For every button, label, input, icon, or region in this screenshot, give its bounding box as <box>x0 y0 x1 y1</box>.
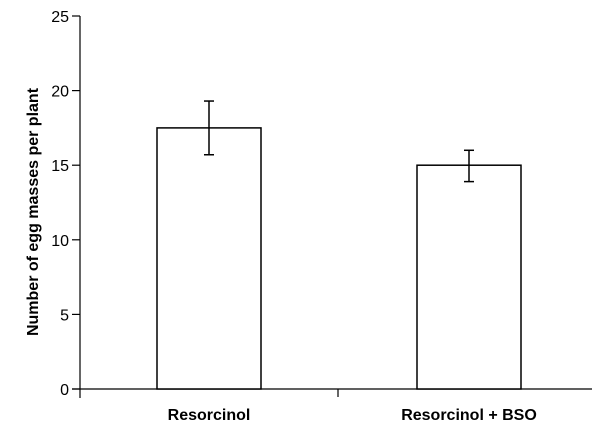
x-category-label: Resorcinol <box>168 407 251 424</box>
error-bars <box>204 100 474 183</box>
bar <box>416 164 522 390</box>
y-tick-label: 15 <box>51 158 69 175</box>
x-category-label: Resorcinol + BSO <box>401 407 537 424</box>
y-ticks: 0 5 10 15 20 25 <box>51 9 80 399</box>
y-tick-label: 5 <box>60 307 69 324</box>
bar <box>156 127 262 390</box>
y-tick-label: 0 <box>60 382 69 399</box>
y-tick-label: 10 <box>51 233 69 250</box>
y-axis-title: Number of egg masses per plant <box>25 87 42 336</box>
y-tick-label: 25 <box>51 9 69 26</box>
y-tick-label: 20 <box>51 84 69 101</box>
bars <box>156 127 522 390</box>
x-category-labels: Resorcinol Resorcinol + BSO <box>168 407 537 424</box>
